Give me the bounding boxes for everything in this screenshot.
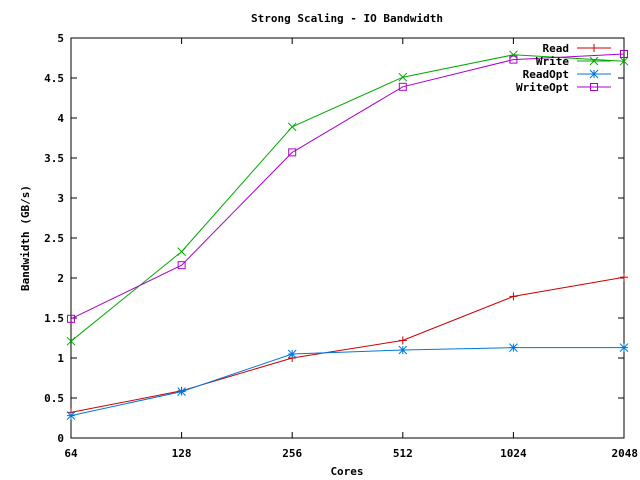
data-point [620,273,628,282]
y-axis: 0 0.5 1 1.5 2 2.5 3 3.5 4 4.5 5 [44,32,624,445]
x-tick-label: 2048 [612,447,639,460]
plot-frame [70,37,625,439]
data-point [619,56,629,66]
series-readopt [66,343,629,420]
series-writeopt [67,50,628,323]
y-tick-label: 1.5 [44,312,64,325]
x-axis: 64 128 256 512 1024 2048 [64,38,638,460]
data-point [509,292,518,301]
y-axis-label: Bandwidth (GB/s) [19,185,32,291]
y-tick-label: 4 [57,112,64,125]
legend-item: Write [536,55,611,68]
series-line [70,276,625,413]
data-point [288,148,297,157]
y-tick-label: 0.5 [44,392,64,405]
legend-label: Write [536,55,569,68]
series-line [70,54,625,342]
series-layer [66,50,629,420]
x-tick-label: 512 [393,447,413,460]
series-write [66,50,629,346]
legend-item: ReadOpt [523,68,611,81]
data-point [509,343,518,352]
y-tick-label: 5 [57,32,64,45]
x-tick-label: 256 [282,447,302,460]
data-point [398,82,407,91]
y-tick-label: 2.5 [44,232,64,245]
legend-label: ReadOpt [523,68,569,81]
data-point [67,314,75,323]
data-point [398,72,408,82]
series-line [70,53,625,320]
data-point [287,349,297,359]
legend-item: WriteOpt [516,81,611,94]
y-tick-label: 3 [57,192,64,205]
legend-label: WriteOpt [516,81,569,94]
legend-item: Read [543,42,611,55]
x-axis-label: Cores [330,465,363,478]
data-point [287,122,297,132]
y-tick-label: 1 [57,352,64,365]
data-point [589,56,599,66]
data-point [177,261,186,270]
data-point [398,345,408,355]
series-line [70,347,624,417]
y-tick-label: 4.5 [44,72,64,85]
data-point [590,83,598,91]
legend-label: Read [543,42,570,55]
data-point [620,50,628,58]
data-point [177,247,186,256]
y-tick-label: 0 [57,432,64,445]
chart-title: Strong Scaling - IO Bandwidth [251,12,443,25]
x-tick-label: 64 [64,447,78,460]
y-tick-label: 3.5 [44,152,64,165]
data-point [398,336,407,345]
data-point [509,50,518,60]
data-point [66,411,76,420]
data-point [619,343,629,352]
data-point [66,336,76,346]
y-tick-label: 2 [57,272,64,285]
data-point [177,387,186,396]
series-read [67,273,628,417]
x-tick-label: 128 [172,447,192,460]
data-point [590,44,598,52]
data-point [589,69,599,79]
data-point [509,55,518,64]
x-tick-label: 1024 [500,447,527,460]
